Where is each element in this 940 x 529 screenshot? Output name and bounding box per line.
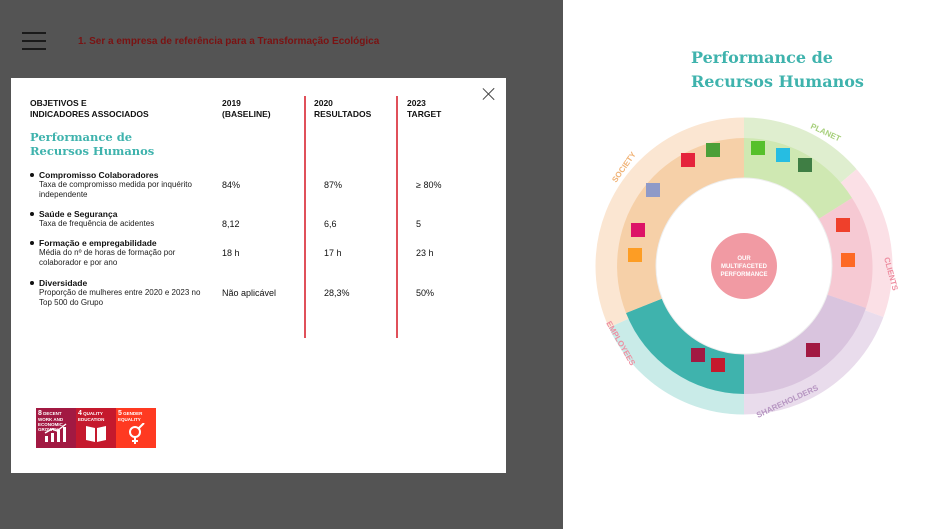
value-2020: 28,3% — [324, 288, 350, 298]
value-2019: Não aplicável — [222, 288, 277, 298]
sdg-icons: 8 DECENT WORK AND ECONOMIC GROWTH 4 QUAL… — [36, 408, 156, 448]
panel-title: Performance de Recursos Humanos — [691, 48, 864, 91]
indicator-desc: Proporção de mulheres entre 2020 e 2023 … — [39, 288, 201, 307]
value-2023: ≥ 80% — [416, 180, 442, 190]
performance-wheel[interactable]: OUR MULTIFACETED PERFORMANCE PLANET CLIE… — [586, 108, 902, 424]
header-2020: 2020 RESULTADOS — [314, 98, 372, 119]
sdg-4-badge: 4 QUALITY EDUCATION — [76, 408, 116, 448]
svg-text:OUR: OUR — [737, 256, 751, 262]
column-divider — [304, 96, 306, 338]
value-2023: 5 — [416, 219, 422, 229]
svg-text:MULTIFACETED: MULTIFACETED — [721, 264, 768, 270]
section-title: 1. Ser a empresa de referência para a Tr… — [78, 36, 380, 47]
indicator-name: Saúde e Segurança — [39, 209, 118, 219]
side-panel: Performance de Recursos Humanos OU — [563, 0, 940, 529]
close-icon[interactable] — [482, 87, 496, 101]
main-pane: 1. Ser a empresa de referência para a Tr… — [0, 0, 563, 529]
sdg-label: GENDER EQUALITY — [118, 411, 143, 422]
indicator-desc: Taxa de frequência de acidentes — [39, 219, 155, 228]
chart-up-icon — [44, 423, 67, 442]
value-2019: 18 h — [222, 248, 240, 258]
sdg-number: 8 — [38, 410, 42, 417]
book-icon — [86, 426, 106, 442]
menu-icon[interactable] — [22, 32, 46, 50]
indicator-desc: Taxa de compromisso medida por inquérito… — [39, 180, 192, 199]
bullet-icon — [30, 212, 34, 216]
sdg-number: 4 — [78, 410, 82, 417]
sdg-number: 5 — [118, 410, 122, 417]
svg-text:PERFORMANCE: PERFORMANCE — [720, 272, 767, 278]
sdg-8-badge: 8 DECENT WORK AND ECONOMIC GROWTH — [36, 408, 76, 448]
indicator-name: Diversidade — [39, 278, 88, 288]
value-2023: 23 h — [416, 248, 434, 258]
value-2019: 84% — [222, 180, 241, 190]
bullet-icon — [30, 173, 34, 177]
bullet-icon — [30, 241, 34, 245]
indicator-name: Compromisso Colaboradores — [39, 170, 159, 180]
value-2019: 8,12 — [222, 219, 240, 229]
sdg-label: DECENT WORK AND ECONOMIC GROWTH — [38, 411, 64, 432]
indicator-name: Formação e empregabilidade — [39, 238, 157, 248]
indicator-modal: OBJETIVOS E INDICADORES ASSOCIADOS 2019 … — [11, 78, 506, 473]
header-2023: 2023 TARGET — [407, 98, 442, 119]
column-divider — [396, 96, 398, 338]
indicator-desc: Média do nº de horas de formação por col… — [39, 248, 176, 267]
wheel-center[interactable] — [711, 233, 777, 299]
header-objectives: OBJETIVOS E INDICADORES ASSOCIADOS — [30, 98, 149, 119]
bullet-icon — [30, 281, 34, 285]
value-2023: 50% — [416, 288, 435, 298]
gender-icon — [129, 423, 145, 444]
value-2020: 17 h — [324, 248, 342, 258]
group-title: Performance de Recursos Humanos — [30, 130, 155, 158]
sdg-5-badge: 5 GENDER EQUALITY — [116, 408, 156, 448]
header-2019: 2019 (BASELINE) — [222, 98, 271, 119]
value-2020: 87% — [324, 180, 343, 190]
value-2020: 6,6 — [324, 219, 337, 229]
sdg-label: QUALITY EDUCATION — [78, 411, 105, 422]
